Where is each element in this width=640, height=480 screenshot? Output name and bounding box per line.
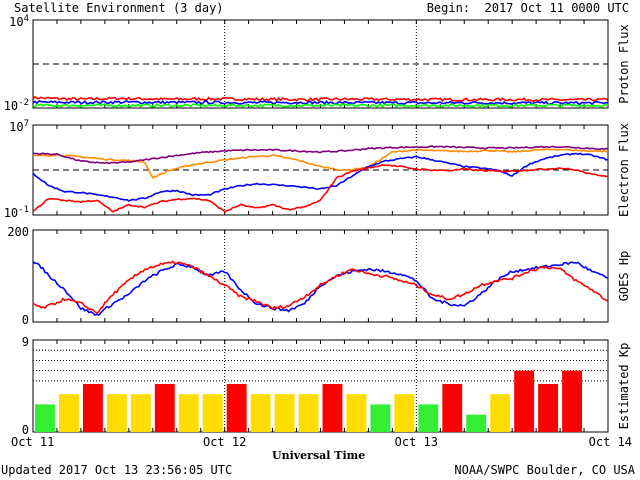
kp-bar xyxy=(154,383,175,432)
goes_hp-y-axis-label: GOES Hp xyxy=(617,251,631,302)
kp-bar xyxy=(298,394,319,432)
kp-y-axis-label: Estimated Kp xyxy=(617,343,631,430)
kp-bar xyxy=(322,383,343,432)
goes_hp-y-tick-label: 200 xyxy=(7,225,29,239)
electron-y-axis-label: Electron Flux xyxy=(617,123,631,217)
kp-bar xyxy=(490,394,511,432)
x-tick-label: Oct 11 xyxy=(11,435,54,449)
chart-title: Satellite Environment (3 day) xyxy=(14,1,224,15)
kp-bar xyxy=(538,383,559,432)
kp-bar xyxy=(418,404,439,432)
kp-bar xyxy=(370,404,391,432)
goes_hp-panel-frame xyxy=(32,229,609,323)
kp-bar xyxy=(466,414,487,432)
x-tick-label: Oct 13 xyxy=(395,435,438,449)
kp-bar xyxy=(178,394,199,432)
kp-bar xyxy=(250,394,271,432)
kp-bar xyxy=(130,394,151,432)
kp-bar xyxy=(35,404,55,432)
kp-y-tick-label: 9 xyxy=(22,335,29,349)
kp-bar xyxy=(106,394,127,432)
x-axis-label: Universal Time xyxy=(272,449,366,462)
kp-y-tick-label: 0 xyxy=(22,423,29,437)
proton-y-axis-label: Proton Flux xyxy=(617,24,631,103)
credit-label: NOAA/SWPC Boulder, CO USA xyxy=(454,463,635,477)
updated-timestamp: Updated 2017 Oct 13 23:56:05 UTC xyxy=(1,463,233,477)
proton-panel-frame xyxy=(32,19,609,109)
electron-series-2 xyxy=(32,152,609,202)
goes_hp-series-1 xyxy=(32,260,609,314)
kp-bar xyxy=(562,370,583,432)
electron-series-1 xyxy=(32,145,609,165)
electron-y-tick-label: 10-1 xyxy=(4,205,29,220)
proton-series-0 xyxy=(32,95,609,102)
kp-bar xyxy=(394,394,415,432)
electron-y-tick-label: 107 xyxy=(9,119,29,134)
begin-time: Begin: 2017 Oct 11 0000 UTC xyxy=(426,1,629,15)
goes_hp-series-0 xyxy=(32,261,609,317)
kp-bar xyxy=(514,370,535,432)
proton-y-tick-label: 10-2 xyxy=(4,98,29,113)
kp-bar xyxy=(274,394,295,432)
proton-series-2 xyxy=(32,103,609,108)
kp-bar xyxy=(202,394,223,432)
x-tick-label: Oct 12 xyxy=(203,435,246,449)
proton-y-tick-label: 104 xyxy=(9,14,29,29)
kp-bar xyxy=(442,383,463,432)
x-tick-label: Oct 14 xyxy=(589,435,632,449)
goes_hp-y-tick-label: 0 xyxy=(22,313,29,327)
kp-bar xyxy=(82,383,103,432)
electron-series-0 xyxy=(32,148,609,179)
kp-bar xyxy=(58,394,79,432)
proton-series-1 xyxy=(32,100,609,106)
kp-bar xyxy=(346,394,367,432)
electron-series-3 xyxy=(32,163,609,213)
kp-bar xyxy=(226,383,247,432)
